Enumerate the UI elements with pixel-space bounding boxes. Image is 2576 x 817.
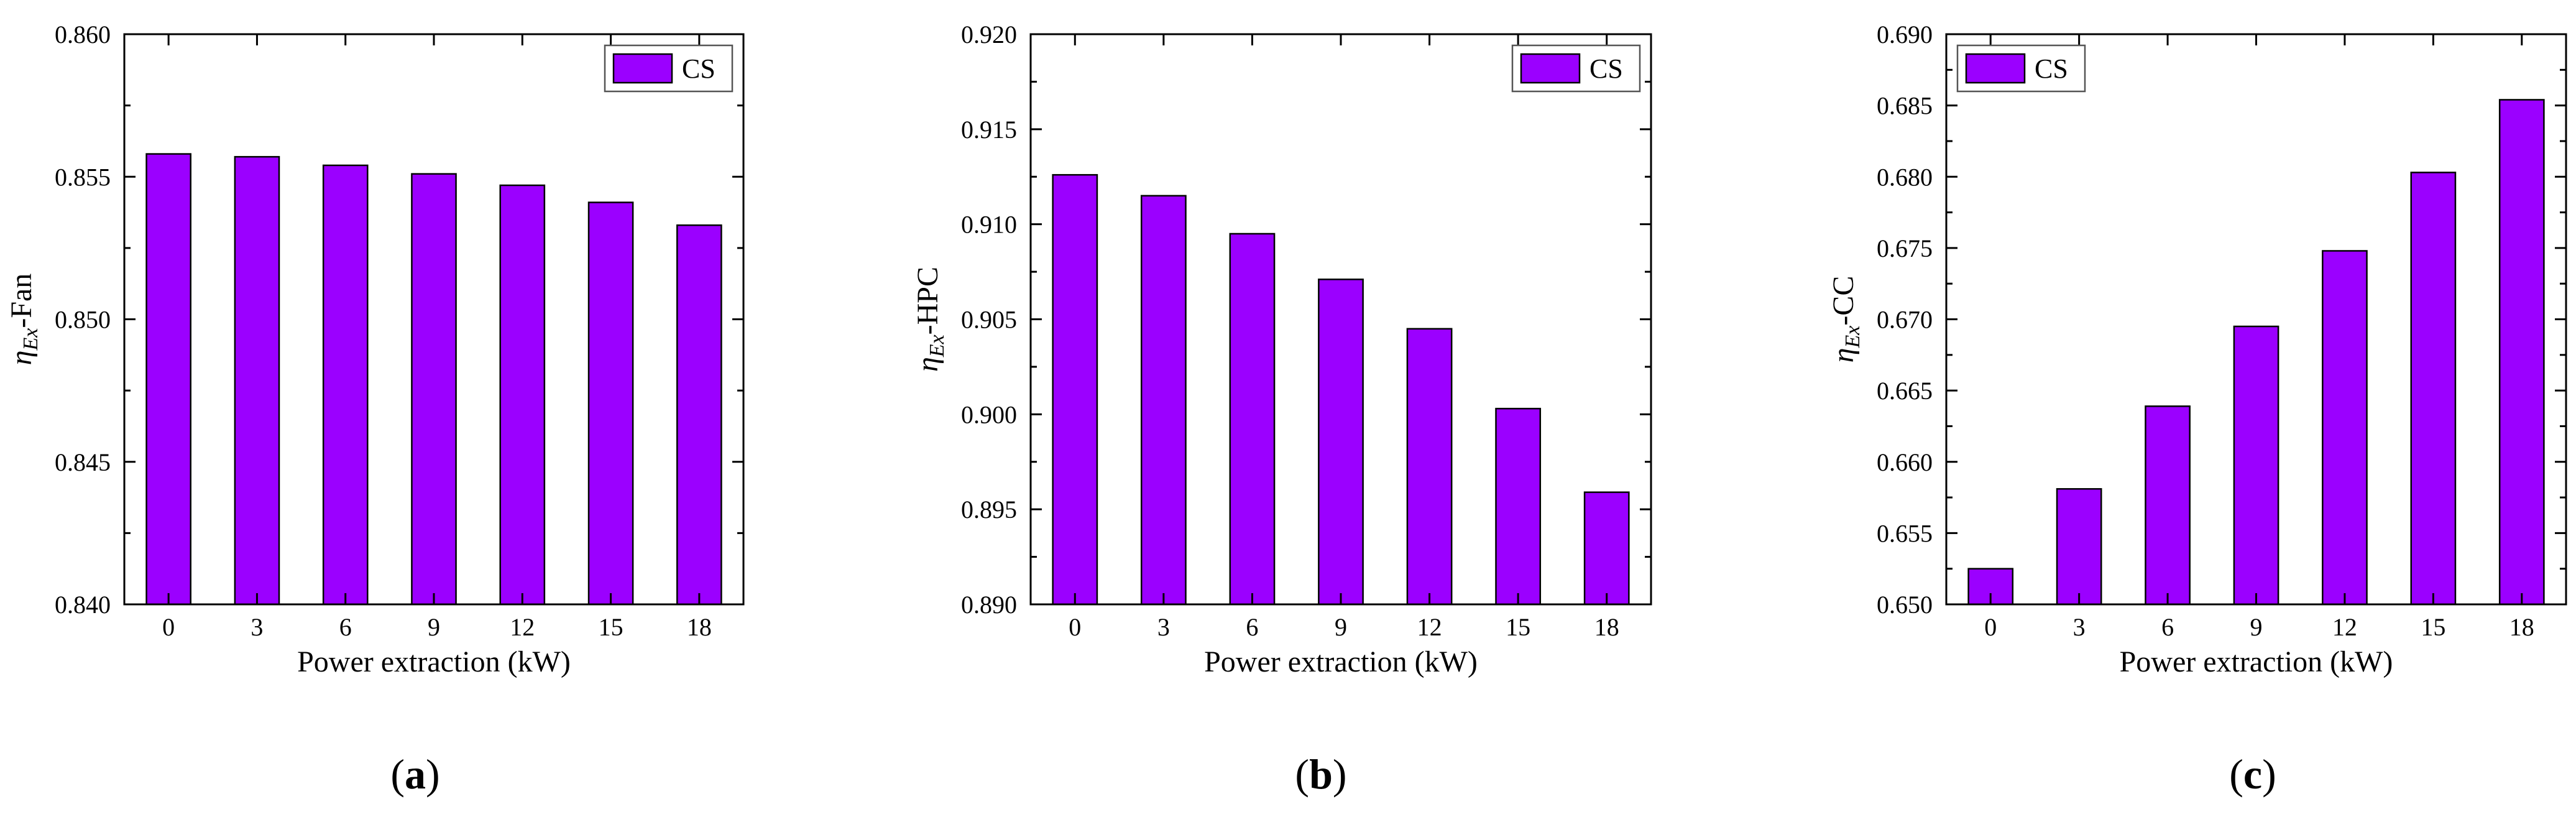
x-tick-label: 0: [162, 613, 175, 641]
x-tick-label: 15: [2421, 613, 2445, 641]
panel-label: (c): [2229, 750, 2276, 798]
x-tick-label: 12: [510, 613, 535, 641]
y-tick-label: 0.895: [961, 496, 1017, 524]
y-tick-label: 0.675: [1877, 234, 1933, 262]
bar-18: [676, 224, 722, 606]
chart-panel-c: 0.650 0.655 0.660 0.665 0.670 0.675 0.680 0.685…: [1827, 21, 2567, 798]
y-tick-label: 0.655: [1877, 519, 1933, 547]
x-tick-label: 18: [687, 613, 712, 641]
bar-6: [322, 164, 369, 606]
legend-label: CS: [682, 53, 715, 84]
y-tick-label: 0.900: [961, 400, 1017, 428]
bar-0: [1052, 173, 1098, 606]
legend-swatch: [1520, 53, 1581, 84]
x-tick-label: 0: [1069, 613, 1081, 641]
bar-9: [2233, 325, 2279, 606]
y-tick-label: 0.920: [961, 21, 1017, 48]
y-tick-label: 0.840: [55, 591, 111, 619]
x-tick-label: 18: [1594, 613, 1619, 641]
y-tick-label: 0.845: [55, 448, 111, 476]
x-tick-label: 0: [1984, 613, 1997, 641]
y-axis-title: ηEx-HPC: [911, 267, 949, 372]
y-axis-title: ηEx-CC: [1827, 276, 1864, 363]
x-tick-label: 6: [2161, 613, 2174, 641]
y-tick-label: 0.670: [1877, 306, 1933, 334]
x-tick-label: 12: [2332, 613, 2357, 641]
bar-3: [2056, 488, 2102, 606]
legend-label: CS: [1589, 53, 1623, 84]
legend-swatch: [1965, 53, 2026, 84]
bar-12: [499, 184, 546, 606]
bar-12: [2322, 250, 2368, 606]
y-tick-label: 0.855: [55, 163, 111, 191]
legend-label: CS: [2035, 53, 2068, 84]
y-tick-label: 0.915: [961, 116, 1017, 144]
x-tick-label: 3: [251, 613, 263, 641]
bar-12: [1406, 328, 1453, 606]
y-tick-label: 0.890: [961, 591, 1017, 619]
y-axis-title: ηEx-Fan: [5, 274, 42, 366]
bar-15: [1495, 407, 1542, 606]
x-tick-label: 12: [1417, 613, 1442, 641]
y-tick-label: 0.905: [961, 306, 1017, 334]
y-tick-label: 0.910: [961, 211, 1017, 239]
legend: CS: [1956, 44, 2086, 93]
chart-panel-b: 0.890 0.895 0.900 0.905 0.910 0.915 0.920 0 3 6 9 1…: [911, 21, 1652, 798]
x-tick-label: 3: [2073, 613, 2086, 641]
x-axis-title: Power extraction (kW): [297, 645, 571, 678]
bar-0: [145, 153, 191, 606]
bar-9: [411, 173, 457, 606]
legend: CS: [604, 44, 734, 93]
bar-18: [2498, 99, 2545, 606]
legend-swatch: [612, 53, 673, 84]
bar-15: [587, 201, 634, 606]
y-tick-label: 0.860: [55, 21, 111, 48]
bar-18: [1583, 491, 1630, 606]
bar-15: [2410, 172, 2457, 606]
bar-3: [234, 155, 280, 606]
x-tick-label: 15: [599, 613, 623, 641]
x-tick-label: 3: [1157, 613, 1170, 641]
y-tick-label: 0.850: [55, 306, 111, 334]
x-tick-label: 9: [2250, 613, 2263, 641]
panel-label: (a): [390, 750, 439, 798]
legend: CS: [1511, 44, 1641, 93]
bar-3: [1140, 195, 1187, 606]
y-tick-label: 0.685: [1877, 92, 1933, 120]
x-tick-label: 9: [1335, 613, 1347, 641]
x-tick-label: 15: [1506, 613, 1530, 641]
chart-panel-a: 0.840 0.845 0.850 0.855 0.860 0 3 6 9 12 15 18 Power…: [5, 21, 745, 798]
y-tick-label: 0.680: [1877, 163, 1933, 191]
bar-9: [1318, 279, 1364, 606]
x-axis-title: Power extraction (kW): [2120, 645, 2393, 678]
bar-6: [1229, 233, 1276, 606]
panel-label: (b): [1295, 750, 1346, 798]
x-tick-label: 9: [428, 613, 440, 641]
y-tick-label: 0.660: [1877, 448, 1933, 476]
x-tick-label: 18: [2509, 613, 2534, 641]
x-tick-label: 6: [339, 613, 352, 641]
x-tick-label: 6: [1246, 613, 1258, 641]
y-tick-label: 0.650: [1877, 591, 1933, 619]
y-tick-label: 0.665: [1877, 377, 1933, 405]
x-axis-title: Power extraction (kW): [1204, 645, 1478, 678]
bar-6: [2145, 405, 2191, 606]
y-tick-label: 0.690: [1877, 21, 1933, 48]
